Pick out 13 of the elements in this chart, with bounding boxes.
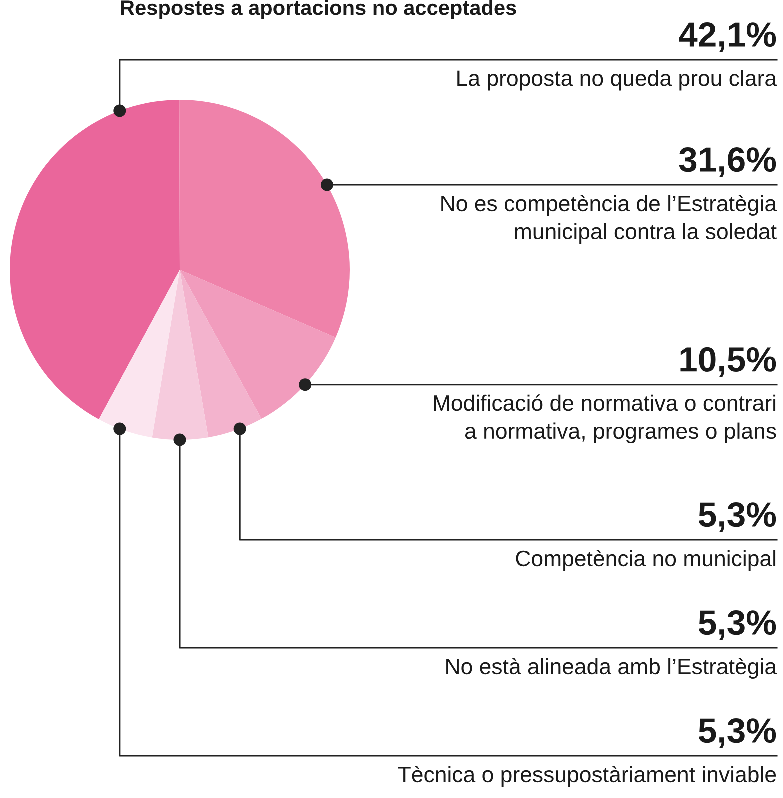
slice-label: Tècnica o pressupostàriament inviable: [398, 766, 776, 787]
data-label: 10,5%: [680, 347, 776, 378]
chart-title: Respostes a aportacions no acceptades: [121, 0, 516, 20]
data-label: 31,6%: [679, 148, 776, 178]
slice-label: La proposta no queda prou clara: [458, 70, 778, 91]
data-label: 5,3%: [698, 610, 776, 640]
data-label: 42,1%: [679, 22, 776, 52]
slice-label: No es competència de l’Estratègia municipal contra la soledat: [442, 195, 778, 244]
slice-label: No està alineada amb l’Estratègia: [446, 658, 778, 679]
data-label: 5,3%: [698, 502, 776, 532]
data-label: 5,3%: [698, 718, 776, 748]
slice-label: Modificació de normativa o contrari a normativa, programes o plans: [434, 394, 776, 444]
slice-label: Competència no municipal: [516, 550, 776, 571]
